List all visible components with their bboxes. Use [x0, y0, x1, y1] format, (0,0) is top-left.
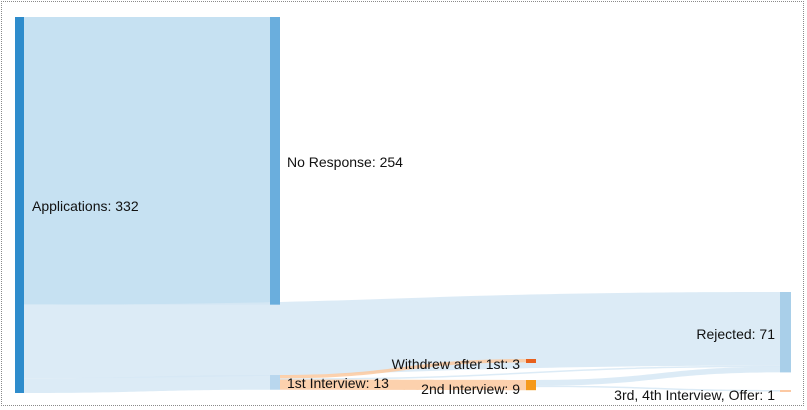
label-first_interview: 1st Interview: 13 — [287, 375, 389, 391]
node-second_interview — [526, 380, 536, 391]
node-first_interview — [270, 375, 280, 390]
node-no_response — [270, 17, 280, 305]
label-withdrew: Withdrew after 1st: 3 — [392, 356, 521, 372]
label-applications: Applications: 332 — [32, 198, 139, 214]
link-applications-to-first_interview — [24, 375, 270, 393]
label-offer: 3rd, 4th Interview, Offer: 1 — [614, 387, 775, 403]
node-offer — [780, 390, 791, 392]
label-second_interview: 2nd Interview: 9 — [421, 381, 520, 397]
sankey-links — [24, 17, 780, 393]
node-rejected — [780, 292, 791, 373]
link-first_interview-to-second_interview — [280, 379, 526, 391]
link-applications-to-rejected — [24, 292, 780, 379]
node-applications — [15, 17, 24, 393]
sankey-labels: Applications: 332 No Response: 254 1st Int… — [32, 154, 775, 403]
label-rejected: Rejected: 71 — [696, 326, 775, 342]
label-no_response: No Response: 254 — [287, 154, 403, 170]
link-applications-to-no_response — [24, 17, 270, 305]
link-first_interview-to-withdrew — [280, 359, 526, 379]
node-withdrew — [526, 359, 536, 363]
sankey-nodes — [15, 17, 791, 393]
link-first_interview-to-rejected — [280, 365, 780, 380]
link-second_interview-to-rejected — [536, 366, 780, 386]
link-second_interview-to-offer — [536, 385, 780, 392]
